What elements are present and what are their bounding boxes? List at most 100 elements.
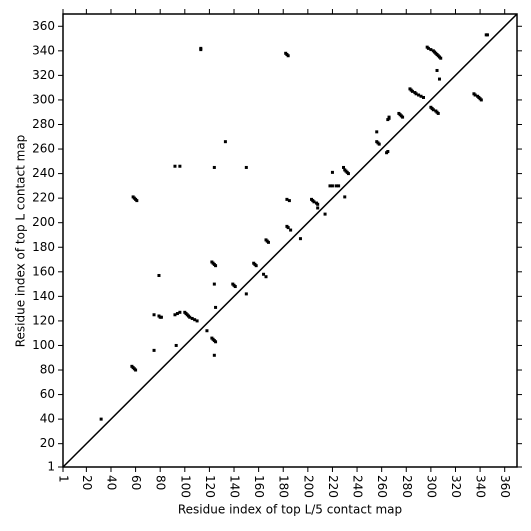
contact-point: [435, 68, 439, 72]
y-axis-label: Residue index of top L contact map: [14, 135, 28, 348]
x-tick-label: 360: [498, 475, 512, 498]
contact-point: [429, 48, 433, 52]
x-tick-label: 200: [301, 475, 315, 498]
contact-point: [99, 417, 103, 421]
contact-point: [312, 200, 316, 204]
contact-point: [266, 240, 270, 244]
contact-point: [157, 273, 161, 277]
x-tick-label: 320: [449, 475, 463, 498]
contact-point: [401, 115, 405, 119]
x-tick-label: 20: [80, 475, 94, 490]
y-tick-label: 220: [32, 191, 55, 205]
contact-point: [233, 285, 237, 289]
x-tick-label: 100: [178, 475, 192, 498]
contact-point: [214, 264, 218, 268]
contact-point: [342, 165, 346, 169]
contact-point: [337, 184, 341, 188]
contact-point: [174, 343, 178, 347]
contact-point: [323, 212, 327, 216]
contact-point: [178, 310, 182, 314]
contact-point: [134, 368, 138, 372]
contact-point: [173, 313, 177, 317]
contact-point: [212, 353, 216, 357]
contact-point: [175, 312, 179, 316]
y-tick-label: 240: [32, 166, 55, 180]
contact-point: [328, 184, 332, 188]
x-tick-label: 180: [277, 475, 291, 498]
x-tick-label: 240: [351, 475, 365, 498]
y-tick-label: 360: [32, 19, 55, 33]
contact-point: [316, 202, 320, 206]
contact-point: [417, 93, 421, 97]
contact-point: [421, 95, 425, 99]
x-tick-label: 340: [474, 475, 488, 498]
x-tick-label: 280: [400, 475, 414, 498]
contact-point: [431, 108, 435, 112]
contact-point: [244, 292, 248, 296]
contact-point: [199, 46, 203, 50]
y-tick-label: 300: [32, 92, 55, 106]
x-tick-label: 1: [57, 475, 71, 483]
contact-point: [173, 164, 177, 168]
contact-point: [479, 98, 483, 102]
y-tick-label: 100: [32, 338, 55, 352]
contact-point: [346, 172, 350, 176]
y-tick-label: 60: [40, 387, 55, 401]
contact-point: [205, 329, 209, 333]
y-tick-label: 260: [32, 142, 55, 156]
x-tick-label: 260: [375, 475, 389, 498]
contact-point: [214, 340, 218, 344]
contact-point: [375, 130, 379, 134]
y-tick-label: 80: [40, 363, 55, 377]
contact-point: [264, 275, 268, 279]
contact-point: [298, 237, 302, 241]
contact-point: [287, 199, 291, 203]
contact-point: [439, 56, 443, 60]
contact-point: [419, 94, 423, 98]
contact-point: [152, 348, 156, 352]
plot-frame: [62, 13, 518, 468]
contact-point: [334, 184, 338, 188]
contact-point: [316, 206, 320, 210]
contact-point: [254, 264, 258, 268]
contact-point: [214, 305, 218, 309]
y-tick-label: 120: [32, 313, 55, 327]
x-tick-label: 80: [154, 475, 168, 490]
y-tick-label: 340: [32, 43, 55, 57]
y-tick-label: 1: [47, 460, 55, 474]
contact-point: [330, 184, 334, 188]
contact-point: [193, 318, 197, 322]
contact-point: [223, 140, 227, 144]
contact-point: [386, 149, 390, 153]
contact-point: [436, 111, 440, 115]
contact-point: [343, 195, 347, 199]
contact-point: [414, 92, 418, 96]
contact-point: [195, 319, 199, 323]
x-tick-label: 40: [104, 475, 118, 490]
contact-point: [377, 142, 381, 146]
contact-point: [244, 165, 248, 169]
contact-point: [437, 77, 441, 81]
contact-point: [178, 164, 182, 168]
x-tick-label: 60: [129, 475, 143, 490]
y-tick-label: 200: [32, 215, 55, 229]
x-tick-label: 120: [203, 475, 217, 498]
contact-point: [212, 282, 216, 286]
contact-point: [188, 315, 192, 319]
contact-point: [286, 54, 290, 58]
contact-point: [285, 197, 289, 201]
x-tick-label: 220: [326, 475, 340, 498]
x-axis-label: Residue index of top L/5 contact map: [178, 503, 402, 517]
y-tick-label: 140: [32, 289, 55, 303]
y-tick-label: 160: [32, 264, 55, 278]
contact-point: [387, 115, 391, 119]
contact-point: [152, 313, 156, 317]
y-tick-label: 320: [32, 68, 55, 82]
diagonal: [62, 13, 518, 468]
y-tick-label: 280: [32, 117, 55, 131]
x-tick-label: 140: [228, 475, 242, 498]
contact-point: [410, 89, 414, 93]
y-tick-label: 180: [32, 240, 55, 254]
contact-point: [159, 315, 163, 319]
